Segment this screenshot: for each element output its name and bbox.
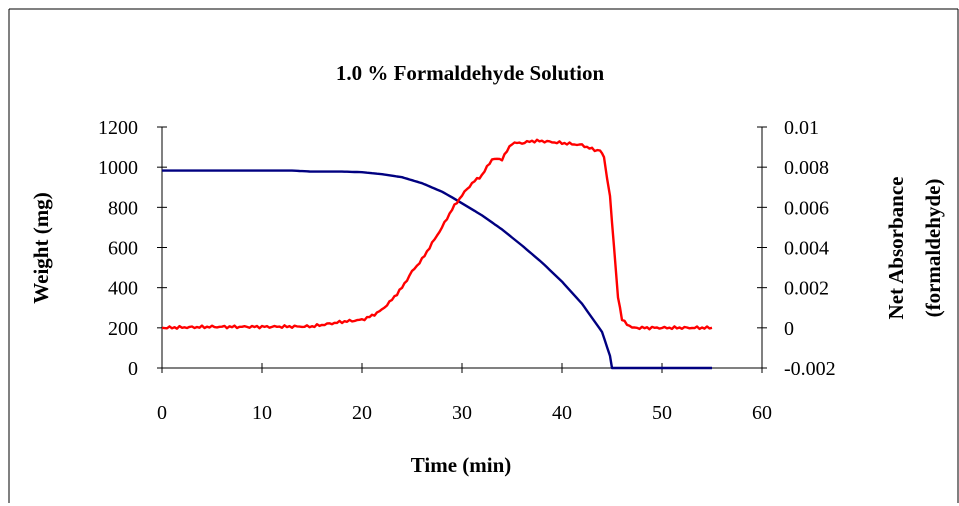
x-tick-label: 40 bbox=[552, 402, 572, 424]
y2-tick-label: 0.008 bbox=[784, 157, 829, 179]
y2-axis-title-line2: (formaldehyde) bbox=[921, 179, 945, 318]
x-tick-label: 20 bbox=[352, 402, 372, 424]
absorbance-series-line bbox=[161, 138, 713, 331]
x-axis-title: Time (min) bbox=[411, 453, 512, 477]
y-tick-label: 600 bbox=[108, 238, 138, 260]
y2-tick-label: 0.002 bbox=[784, 278, 829, 300]
y2-axis-title-line1: Net Absorbance bbox=[884, 177, 908, 320]
y2-tick-label: 0.004 bbox=[784, 238, 829, 260]
weight-series-line bbox=[162, 169, 712, 370]
y2-tick-label: -0.002 bbox=[784, 358, 836, 380]
ticks-layer: 0 10 20 30 40 50 60020040060080010001200-0.002… bbox=[98, 117, 836, 424]
y2-tick-label: 0.006 bbox=[784, 197, 829, 219]
x-tick-label: 0 bbox=[157, 402, 167, 424]
y-tick-label: 800 bbox=[108, 197, 138, 219]
y-tick-label: 1200 bbox=[98, 117, 138, 139]
axes-layer bbox=[161, 127, 763, 369]
y-tick-label: 200 bbox=[108, 318, 138, 340]
x-tick-label: 30 bbox=[452, 402, 472, 424]
chart-title: 1.0 % Formaldehyde Solution bbox=[336, 61, 605, 85]
y-tick-label: 400 bbox=[108, 278, 138, 300]
series-layer bbox=[161, 138, 713, 370]
x-tick-label: 60 bbox=[752, 402, 772, 424]
y-tick-label: 0 bbox=[128, 358, 138, 380]
x-tick-label: 50 bbox=[652, 402, 672, 424]
y-axis-title: Weight (mg) bbox=[29, 192, 53, 303]
x-tick-label: 10 bbox=[252, 402, 272, 424]
y-tick-label: 1000 bbox=[98, 157, 138, 179]
y2-tick-label: 0 bbox=[784, 318, 794, 340]
y2-tick-label: 0.01 bbox=[784, 117, 819, 139]
